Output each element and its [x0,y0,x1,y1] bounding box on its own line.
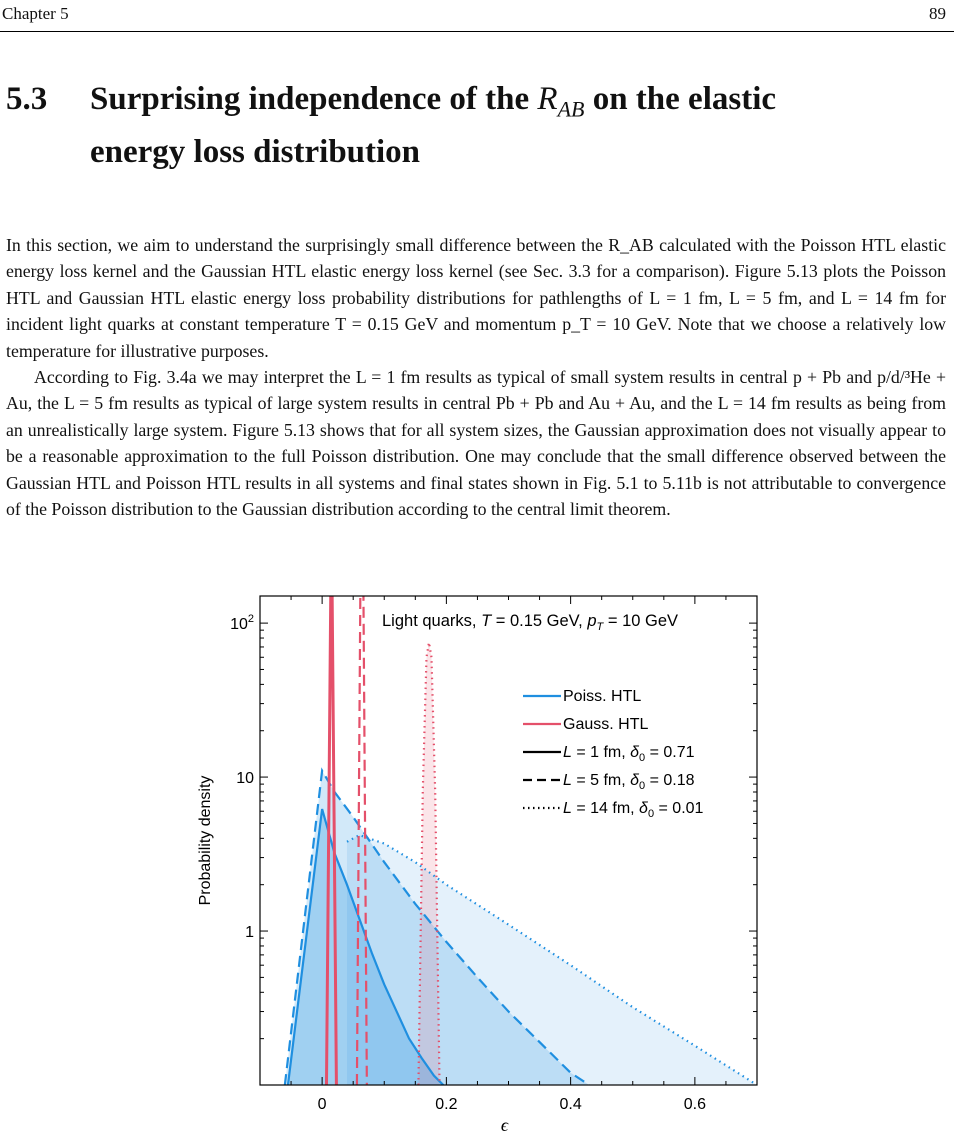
poisson-fill-dotted [346,835,757,1085]
legend-label: L = 1 fm, δ0 = 0.71 [563,744,695,764]
legend-label: L = 5 fm, δ0 = 0.18 [563,772,695,792]
section-number: 5.3 [6,81,48,117]
series-line-gauss-dashed [355,596,368,1085]
gauss-fill-dotted [418,642,440,1085]
energy-loss-chart: 0 0.2 0.4 0.6 1 10 102 Probability density ϵ Ligh… [197,595,758,1133]
x-tick-label: 0.2 [435,1096,457,1113]
paragraph-2: According to Fig. 3.4a we may interpret … [6,367,946,520]
y-tick-label: 1 [245,924,254,941]
chart-title: Light quarks, T = 0.15 GeV, pT = 10 GeV [382,612,678,633]
section-title-line2: energy loss distribution [90,133,421,170]
y-tick-label: 10 [236,770,254,787]
x-axis-label: ϵ [501,1115,509,1133]
section-title-part-b: on the elastic [592,81,777,117]
legend-label: Gauss. HTL [563,716,648,733]
section-title-subscript: AB [557,96,585,122]
running-head-chapter: Chapter 5 [2,4,69,23]
section-title-symbol: RAB [537,81,585,122]
y-tick-label: 102 [230,613,254,633]
y-axis-label: Probability density [197,776,214,906]
series-line-poisson-dotted [346,833,757,1085]
legend-label: L = 14 fm, δ0 = 0.01 [563,800,704,820]
page-number: 89 [929,4,946,23]
series-line-gauss-solid [324,596,338,1085]
x-tick-label: 0.6 [684,1096,706,1113]
x-tick-label: 0 [318,1096,327,1113]
paragraph-1: In this section, we aim to understand th… [6,235,946,361]
section-heading: 5.3 Surprising independence of the RAB on… [6,78,946,173]
section-title: Surprising independence of the RAB on th… [90,78,940,173]
poisson-fill-dashed [284,770,590,1085]
series-line-poisson-dashed [283,767,590,1085]
header-rule [0,31,954,32]
legend-label: Poiss. HTL [563,688,641,705]
section-title-part-a: Surprising independence of the [90,81,530,117]
figure-5-13: 0 0.2 0.4 0.6 1 10 102 Probability density ϵ Ligh… [180,578,780,1133]
page-header: Chapter 5 89 [0,0,954,36]
body-text: In this section, we aim to understand th… [6,232,946,522]
series-line-poisson-solid [286,808,445,1085]
x-tick-label: 0.4 [560,1096,582,1113]
